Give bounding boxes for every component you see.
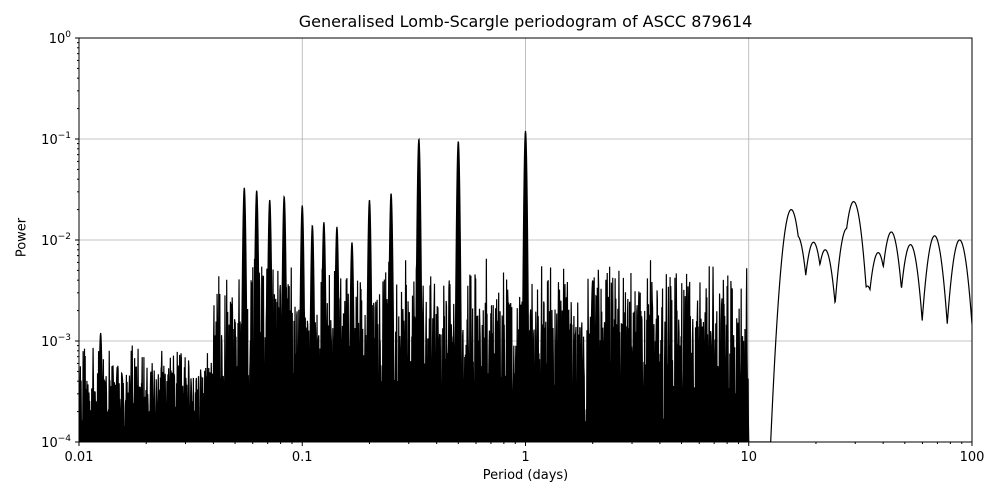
svg-text:100: 100	[960, 450, 985, 465]
x-ticks: 0.01 0.1 1 10 100	[65, 442, 985, 465]
svg-text:1: 1	[521, 450, 529, 465]
svg-text:100: 100	[49, 30, 72, 47]
svg-text:10−3: 10−3	[41, 333, 71, 350]
svg-text:0.01: 0.01	[65, 450, 94, 465]
svg-text:10−1: 10−1	[41, 131, 71, 148]
svg-text:10−2: 10−2	[41, 232, 71, 249]
svg-text:10: 10	[740, 450, 757, 465]
chart-title: Generalised Lomb-Scargle periodogram of …	[298, 12, 753, 31]
noise-forest	[79, 131, 749, 442]
svg-text:0.1: 0.1	[292, 450, 313, 465]
x-axis-label: Period (days)	[482, 468, 569, 483]
svg-text:10−4: 10−4	[41, 434, 71, 451]
y-ticks: 10−4 10−3 10−2 10−1 100	[41, 30, 79, 451]
